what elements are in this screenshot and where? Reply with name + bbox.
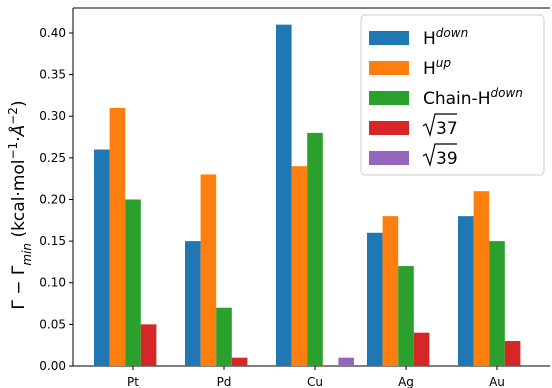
bar-pd-series-3: [216, 307, 232, 366]
bar-au-series-2: [473, 191, 490, 366]
bar-pd-series-4: [231, 357, 248, 366]
bars-group: [94, 24, 521, 367]
y-tick-label: 0.05: [39, 317, 66, 331]
legend-swatch: [369, 151, 409, 165]
y-tick-label: 0.10: [39, 276, 66, 290]
x-tick-label: Pd: [217, 375, 232, 388]
y-tick-label: 0.00: [39, 359, 66, 373]
legend-swatch: [369, 121, 409, 135]
y-tick-label: 0.15: [39, 234, 66, 248]
bar-au-series-3: [489, 241, 505, 366]
bar-cu-series-5: [338, 357, 354, 366]
bar-ag-series-1: [367, 232, 383, 366]
bar-ag-series-3: [398, 266, 414, 366]
bar-pt-series-1: [94, 149, 110, 366]
y-tick-label: 0.25: [39, 151, 66, 165]
y-tick-label: 0.40: [39, 26, 66, 40]
bar-pt-series-4: [140, 324, 157, 366]
legend-swatch: [369, 31, 409, 45]
legend-label: Hup: [423, 56, 451, 79]
legend-label: 39: [436, 149, 458, 169]
x-tick-label: Cu: [307, 375, 323, 388]
sqrt-sign: [422, 113, 457, 138]
sqrt-sign: [422, 143, 457, 168]
y-tick-label: 0.30: [39, 109, 66, 123]
bar-pd-series-1: [185, 241, 201, 366]
bar-cu-series-3: [307, 132, 323, 366]
bar-au-series-1: [458, 216, 474, 366]
legend-label: Chain-Hdown: [423, 86, 523, 109]
bar-ag-series-2: [382, 216, 399, 366]
legend-swatch: [369, 61, 409, 75]
bar-pd-series-2: [200, 174, 217, 366]
bar-ag-series-4: [413, 332, 430, 366]
x-tick-label: Pt: [127, 375, 139, 388]
x-tick-label: Ag: [398, 375, 414, 388]
legend-label: 37: [436, 119, 458, 139]
legend: Hdown Hup Chain-Hdown 37 39: [360, 14, 545, 176]
bar-cu-series-1: [276, 24, 292, 367]
y-axis: 0.00 0.05 0.10 0.15 0.20 0.25 0.30 0.35 0.40: [39, 26, 73, 373]
x-tick-label: Au: [489, 375, 505, 388]
bar-pt-series-3: [125, 199, 141, 366]
bar-pt-series-2: [109, 107, 126, 366]
y-axis-label: Γ − Γmin (kcal·mol−1·Å−2): [6, 100, 34, 309]
x-axis: Pt Pd Cu Ag Au: [127, 366, 505, 388]
legend-label: Hdown: [423, 26, 468, 49]
bar-au-series-4: [504, 341, 521, 366]
y-tick-label: 0.35: [39, 68, 66, 82]
legend-swatch: [369, 91, 409, 105]
y-tick-label: 0.20: [39, 192, 66, 206]
bar-cu-series-2: [291, 166, 308, 366]
